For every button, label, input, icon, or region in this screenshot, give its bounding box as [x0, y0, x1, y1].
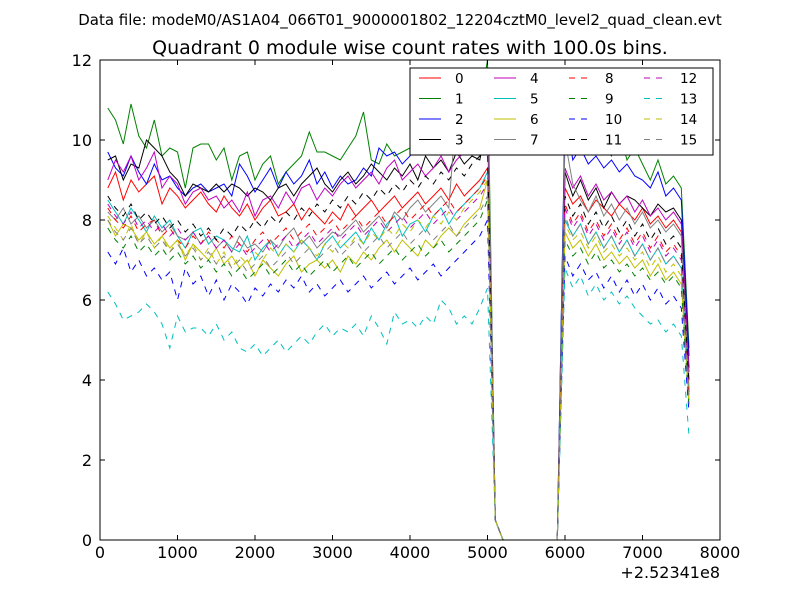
x-tick-label: 5000	[467, 543, 508, 562]
legend-label-14: 14	[680, 112, 697, 128]
y-tick-label: 4	[82, 371, 92, 390]
legend-box	[409, 67, 714, 156]
y-tick-label: 12	[72, 51, 92, 70]
legend-label-0: 0	[455, 71, 464, 87]
legend-label-2: 2	[455, 112, 464, 128]
legend-label-6: 6	[530, 112, 539, 128]
legend-label-11: 11	[605, 133, 622, 149]
legend-label-4: 4	[530, 71, 539, 87]
series-line-0	[107, 166, 690, 541]
x-tick-label: 4000	[390, 543, 431, 562]
legend-label-1: 1	[455, 92, 464, 108]
x-tick-label: 8000	[700, 543, 741, 562]
legend-label-3: 3	[455, 133, 464, 149]
legend-label-15: 15	[680, 133, 697, 149]
x-tick-label: 7000	[622, 543, 663, 562]
series-line-4	[107, 103, 690, 541]
legend-label-13: 13	[680, 92, 697, 108]
data-file-caption: Data file: modeM0/AS1A04_066T01_90000018…	[78, 11, 722, 30]
series-layer	[107, 59, 690, 541]
plot-frame	[99, 59, 721, 541]
legend-label-8: 8	[605, 71, 614, 87]
x-tick-label: 3000	[312, 543, 353, 562]
chart-title: Quadrant 0 module wise count rates with …	[152, 37, 668, 59]
series-line-8	[107, 174, 690, 541]
x-tick-label: 2000	[235, 543, 276, 562]
x-axis-offset-label: +2.52341e8	[620, 563, 720, 582]
y-tick-label: 8	[82, 211, 92, 230]
legend-label-7: 7	[530, 133, 539, 149]
legend-label-12: 12	[680, 71, 697, 87]
legend-label-10: 10	[605, 112, 622, 128]
series-line-7	[107, 79, 690, 541]
series-line-11	[107, 146, 690, 541]
series-line-6	[107, 179, 690, 541]
series-line-3	[107, 119, 690, 541]
series-line-9	[107, 199, 690, 541]
y-tick-label: 10	[72, 131, 92, 150]
x-tick-label: 0	[95, 543, 105, 562]
x-tick-label: 1000	[157, 543, 198, 562]
y-tick-label: 2	[82, 451, 92, 470]
legend-label-5: 5	[530, 92, 539, 108]
series-line-13	[107, 267, 690, 541]
series-line-12	[107, 182, 690, 541]
x-tick-label: 6000	[545, 543, 586, 562]
series-line-15	[107, 195, 690, 541]
y-tick-label: 6	[82, 291, 92, 310]
axis-layer: 0 1000 2000 3000 4000 5000 6000 7000 80000246810…	[72, 51, 741, 562]
legend-label-9: 9	[605, 92, 614, 108]
series-line-14	[107, 178, 690, 541]
y-tick-label: 0	[82, 531, 92, 550]
